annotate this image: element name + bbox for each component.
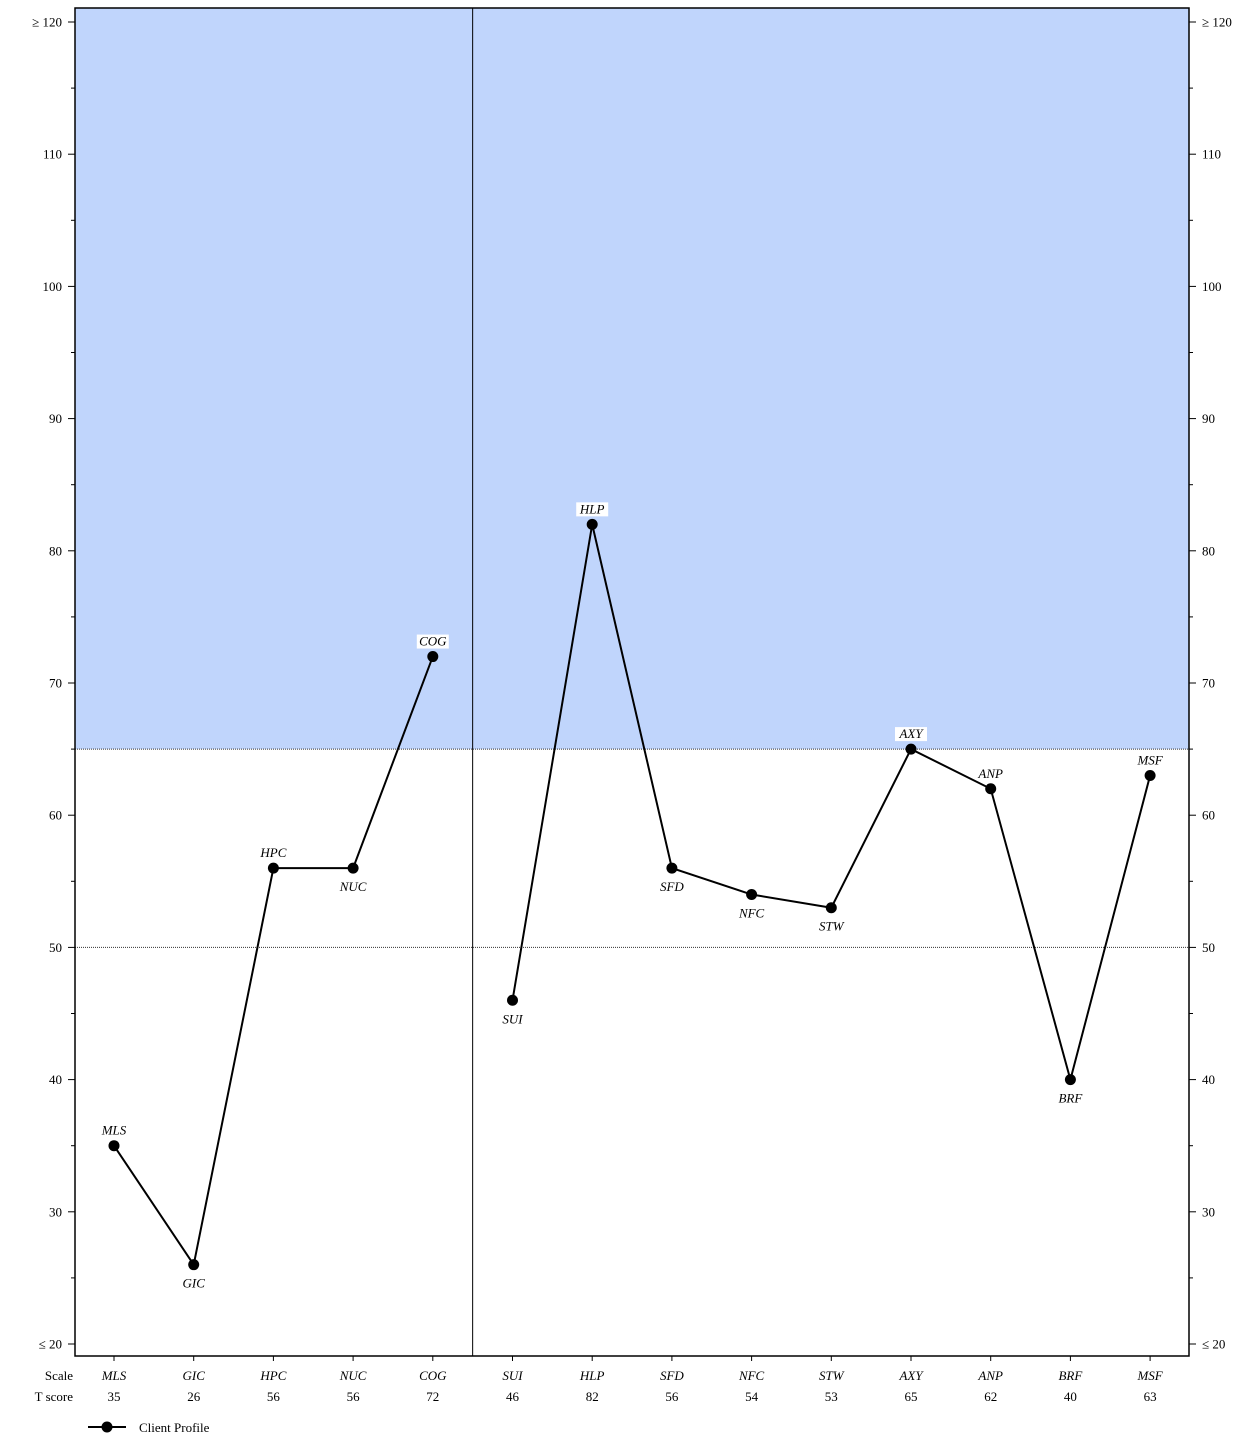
scale-name: NUC bbox=[339, 1368, 367, 1383]
tscore-value: 82 bbox=[586, 1389, 599, 1404]
tscore-value: 35 bbox=[108, 1389, 121, 1404]
point-label-bg bbox=[895, 727, 927, 742]
point-label: STW bbox=[819, 919, 845, 934]
scale-name: HPC bbox=[259, 1368, 286, 1383]
point-label: NFC bbox=[738, 906, 765, 921]
scale-name: HLP bbox=[579, 1368, 605, 1383]
scale-name: SUI bbox=[502, 1368, 523, 1383]
tscore-value: 46 bbox=[506, 1389, 520, 1404]
data-point bbox=[586, 518, 598, 530]
scale-name: MSF bbox=[1136, 1368, 1163, 1383]
point-label: SFD bbox=[660, 879, 684, 894]
tscore-value: 72 bbox=[426, 1389, 439, 1404]
y-tick-label-left: 60 bbox=[49, 808, 62, 823]
data-point bbox=[666, 862, 678, 874]
legend-label: Client Profile bbox=[139, 1420, 210, 1435]
tscore-value: 65 bbox=[905, 1389, 918, 1404]
data-point bbox=[905, 743, 917, 755]
tscore-row-label: T score bbox=[35, 1389, 74, 1404]
scale-name: GIC bbox=[183, 1368, 206, 1383]
scale-name: MLS bbox=[101, 1368, 127, 1383]
y-tick-label-right: 80 bbox=[1202, 543, 1215, 558]
point-label: MSF bbox=[1136, 753, 1163, 768]
point-label: ANP bbox=[977, 766, 1003, 781]
y-tick-label-left: 110 bbox=[43, 147, 62, 162]
y-tick-label-right: ≥ 120 bbox=[1202, 15, 1232, 30]
y-tick-label-right: 50 bbox=[1202, 940, 1215, 955]
y-tick-label-left: 30 bbox=[49, 1204, 62, 1219]
point-label: COG bbox=[419, 634, 447, 649]
point-label: MLS bbox=[101, 1123, 127, 1138]
point-label: HLP bbox=[579, 501, 605, 516]
point-label-bg bbox=[416, 634, 449, 649]
y-tick-label-left: 90 bbox=[49, 411, 62, 426]
data-point bbox=[985, 783, 997, 795]
y-tick-label-right: 70 bbox=[1202, 676, 1215, 691]
data-point bbox=[108, 1140, 120, 1152]
data-point bbox=[507, 994, 518, 1006]
tscore-value: 56 bbox=[665, 1389, 679, 1404]
scale-name: ANP bbox=[977, 1368, 1003, 1383]
y-tick-label-right: 40 bbox=[1202, 1072, 1215, 1087]
point-label: GIC bbox=[183, 1276, 206, 1291]
y-tick-label-left: 70 bbox=[49, 676, 62, 691]
point-label: NUC bbox=[339, 879, 367, 894]
legend-marker bbox=[101, 1421, 113, 1433]
shaded-region bbox=[75, 8, 1189, 750]
tscore-value: 56 bbox=[267, 1389, 281, 1404]
scale-name: AXY bbox=[898, 1368, 924, 1383]
y-tick-label-left: 40 bbox=[49, 1072, 62, 1087]
tscore-value: 56 bbox=[347, 1389, 361, 1404]
y-tick-label-left: 50 bbox=[49, 940, 62, 955]
y-tick-label-right: 90 bbox=[1202, 411, 1215, 426]
scale-name: NFC bbox=[738, 1368, 765, 1383]
point-label: HPC bbox=[259, 845, 286, 860]
data-point bbox=[188, 1259, 200, 1271]
scale-name: BRF bbox=[1058, 1368, 1083, 1383]
tscore-value: 40 bbox=[1064, 1389, 1077, 1404]
point-label: SUI bbox=[502, 1011, 523, 1026]
point-label-bg bbox=[576, 502, 609, 517]
tscore-value: 63 bbox=[1144, 1389, 1157, 1404]
plot-frame bbox=[74, 7, 1190, 1357]
tscore-value: 26 bbox=[187, 1389, 201, 1404]
data-point bbox=[1144, 770, 1156, 782]
data-point bbox=[746, 889, 758, 901]
y-tick-label-left: 100 bbox=[43, 279, 63, 294]
data-point bbox=[347, 862, 359, 874]
scale-name: SFD bbox=[660, 1368, 684, 1383]
y-tick-label-right: 110 bbox=[1202, 147, 1221, 162]
y-tick-label-left: 80 bbox=[49, 543, 62, 558]
data-point bbox=[427, 651, 439, 663]
scale-name: STW bbox=[819, 1368, 845, 1383]
tscore-value: 54 bbox=[745, 1389, 759, 1404]
point-label: BRF bbox=[1058, 1091, 1083, 1106]
scale-row-label: Scale bbox=[45, 1368, 73, 1383]
y-tick-label-left: ≤ 20 bbox=[39, 1337, 62, 1352]
y-tick-label-right: ≤ 20 bbox=[1202, 1337, 1225, 1352]
data-point bbox=[1064, 1074, 1076, 1086]
y-tick-label-right: 100 bbox=[1202, 279, 1222, 294]
tscore-value: 62 bbox=[984, 1389, 997, 1404]
data-point bbox=[825, 902, 837, 914]
point-label: AXY bbox=[898, 726, 924, 741]
y-tick-label-right: 30 bbox=[1202, 1204, 1215, 1219]
y-tick-label-right: 60 bbox=[1202, 808, 1215, 823]
scale-name: COG bbox=[419, 1368, 447, 1383]
tscore-value: 53 bbox=[825, 1389, 838, 1404]
data-point bbox=[267, 862, 279, 874]
y-tick-label-left: ≥ 120 bbox=[32, 15, 62, 30]
